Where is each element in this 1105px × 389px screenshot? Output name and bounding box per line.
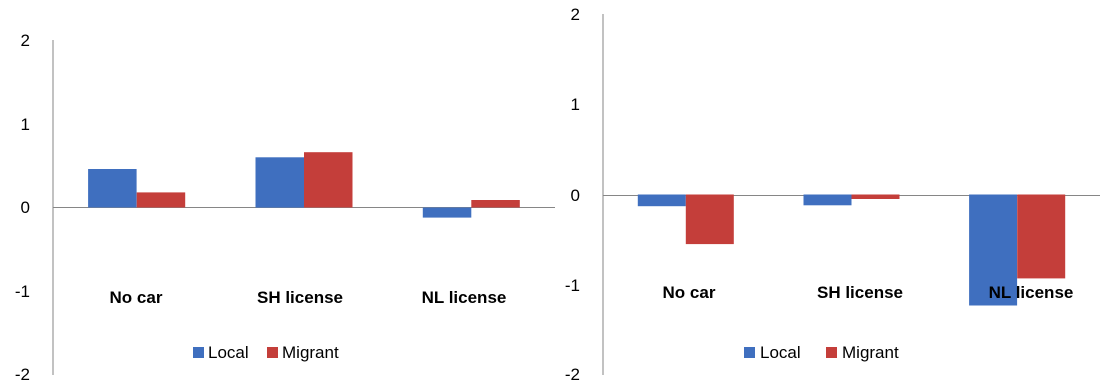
- bar-local-2: [255, 157, 304, 208]
- category-label: No car: [663, 283, 716, 302]
- bar-migrant-3: [1017, 194, 1066, 279]
- category-label: SH license: [257, 288, 343, 307]
- y-ticks-right: 2 1 0 -1 -2: [565, 5, 580, 384]
- legend-left: Local Migrant: [193, 343, 339, 362]
- bar-local-1: [637, 194, 686, 207]
- legend-right: Local Migrant: [744, 343, 899, 362]
- y-tick-label: -1: [565, 276, 580, 295]
- chart-right: 2 1 0 -1 -2 No car SH license NL license…: [565, 5, 1100, 384]
- bars-left: [88, 152, 520, 218]
- bar-migrant-2: [851, 194, 900, 199]
- y-tick-label: -2: [15, 365, 30, 384]
- chart-left: 2 1 0 -1 -2 No car SH license NL license…: [15, 31, 555, 384]
- y-tick-label: 0: [21, 198, 30, 217]
- category-label: No car: [110, 288, 163, 307]
- y-tick-label: 2: [571, 5, 580, 24]
- bar-migrant-1: [136, 192, 186, 208]
- bar-migrant-2: [304, 152, 353, 208]
- y-tick-label: -1: [15, 282, 30, 301]
- y-tick-label: 2: [21, 31, 30, 50]
- category-labels-left: No car SH license NL license: [110, 288, 507, 307]
- category-label: SH license: [817, 283, 903, 302]
- legend-swatch-migrant: [267, 347, 278, 358]
- category-labels-right: No car SH license NL license: [663, 283, 1074, 302]
- bar-local-3: [422, 207, 472, 218]
- category-label: NL license: [422, 288, 507, 307]
- bar-local-2: [803, 194, 852, 206]
- y-ticks-left: 2 1 0 -1 -2: [15, 31, 30, 384]
- legend-label-local: Local: [760, 343, 801, 362]
- legend-swatch-migrant: [826, 347, 837, 358]
- y-tick-label: 1: [21, 115, 30, 134]
- legend-label-migrant: Migrant: [282, 343, 339, 362]
- bars-right: [637, 194, 1066, 306]
- bar-local-3: [969, 194, 1018, 306]
- legend-label-migrant: Migrant: [842, 343, 899, 362]
- category-label: NL license: [989, 283, 1074, 302]
- legend-swatch-local: [193, 347, 204, 358]
- bar-migrant-3: [471, 200, 520, 208]
- y-tick-label: 0: [571, 186, 580, 205]
- y-tick-label: 1: [571, 95, 580, 114]
- bar-migrant-1: [685, 194, 734, 245]
- y-tick-label: -2: [565, 365, 580, 384]
- legend-label-local: Local: [208, 343, 249, 362]
- legend-swatch-local: [744, 347, 755, 358]
- bar-local-1: [88, 169, 137, 208]
